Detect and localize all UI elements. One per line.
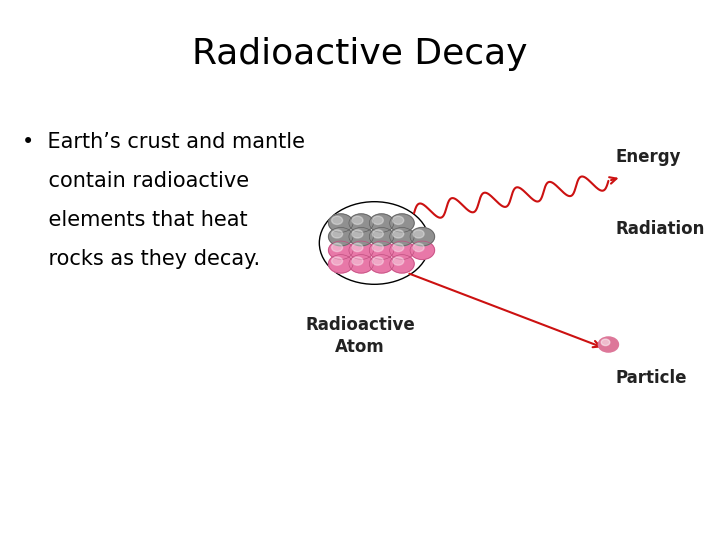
Text: elements that heat: elements that heat [22,210,247,230]
Circle shape [390,227,414,246]
Circle shape [369,227,394,246]
Circle shape [349,227,374,246]
Circle shape [598,337,618,352]
Circle shape [332,216,343,225]
Circle shape [410,241,435,259]
Circle shape [390,214,414,232]
Text: contain radioactive: contain radioactive [22,171,248,191]
Circle shape [372,230,383,238]
Circle shape [372,244,383,252]
Text: •  Earth’s crust and mantle: • Earth’s crust and mantle [22,132,305,152]
Circle shape [349,255,374,273]
Circle shape [332,257,343,265]
Circle shape [369,214,394,232]
Text: Particle: Particle [616,369,687,387]
Circle shape [332,244,343,252]
Text: Radioactive Decay: Radioactive Decay [192,37,528,71]
Circle shape [349,214,374,232]
Circle shape [369,255,394,273]
Circle shape [349,241,374,259]
Circle shape [390,255,414,273]
Circle shape [352,244,363,252]
Circle shape [392,230,404,238]
Circle shape [352,230,363,238]
Circle shape [328,214,353,232]
Circle shape [372,216,383,225]
Circle shape [328,241,353,259]
Circle shape [328,255,353,273]
Circle shape [392,244,404,252]
Text: Energy: Energy [616,147,681,166]
Circle shape [352,216,363,225]
Text: rocks as they decay.: rocks as they decay. [22,249,260,269]
Circle shape [413,230,424,238]
Text: Radioactive
Atom: Radioactive Atom [305,316,415,356]
Circle shape [392,216,404,225]
Circle shape [390,241,414,259]
Circle shape [332,230,343,238]
Circle shape [601,339,610,346]
Circle shape [410,227,435,246]
Circle shape [372,257,383,265]
Circle shape [392,257,404,265]
Text: Radiation: Radiation [616,220,705,239]
Circle shape [352,257,363,265]
Circle shape [328,227,353,246]
Circle shape [369,241,394,259]
Circle shape [413,244,424,252]
